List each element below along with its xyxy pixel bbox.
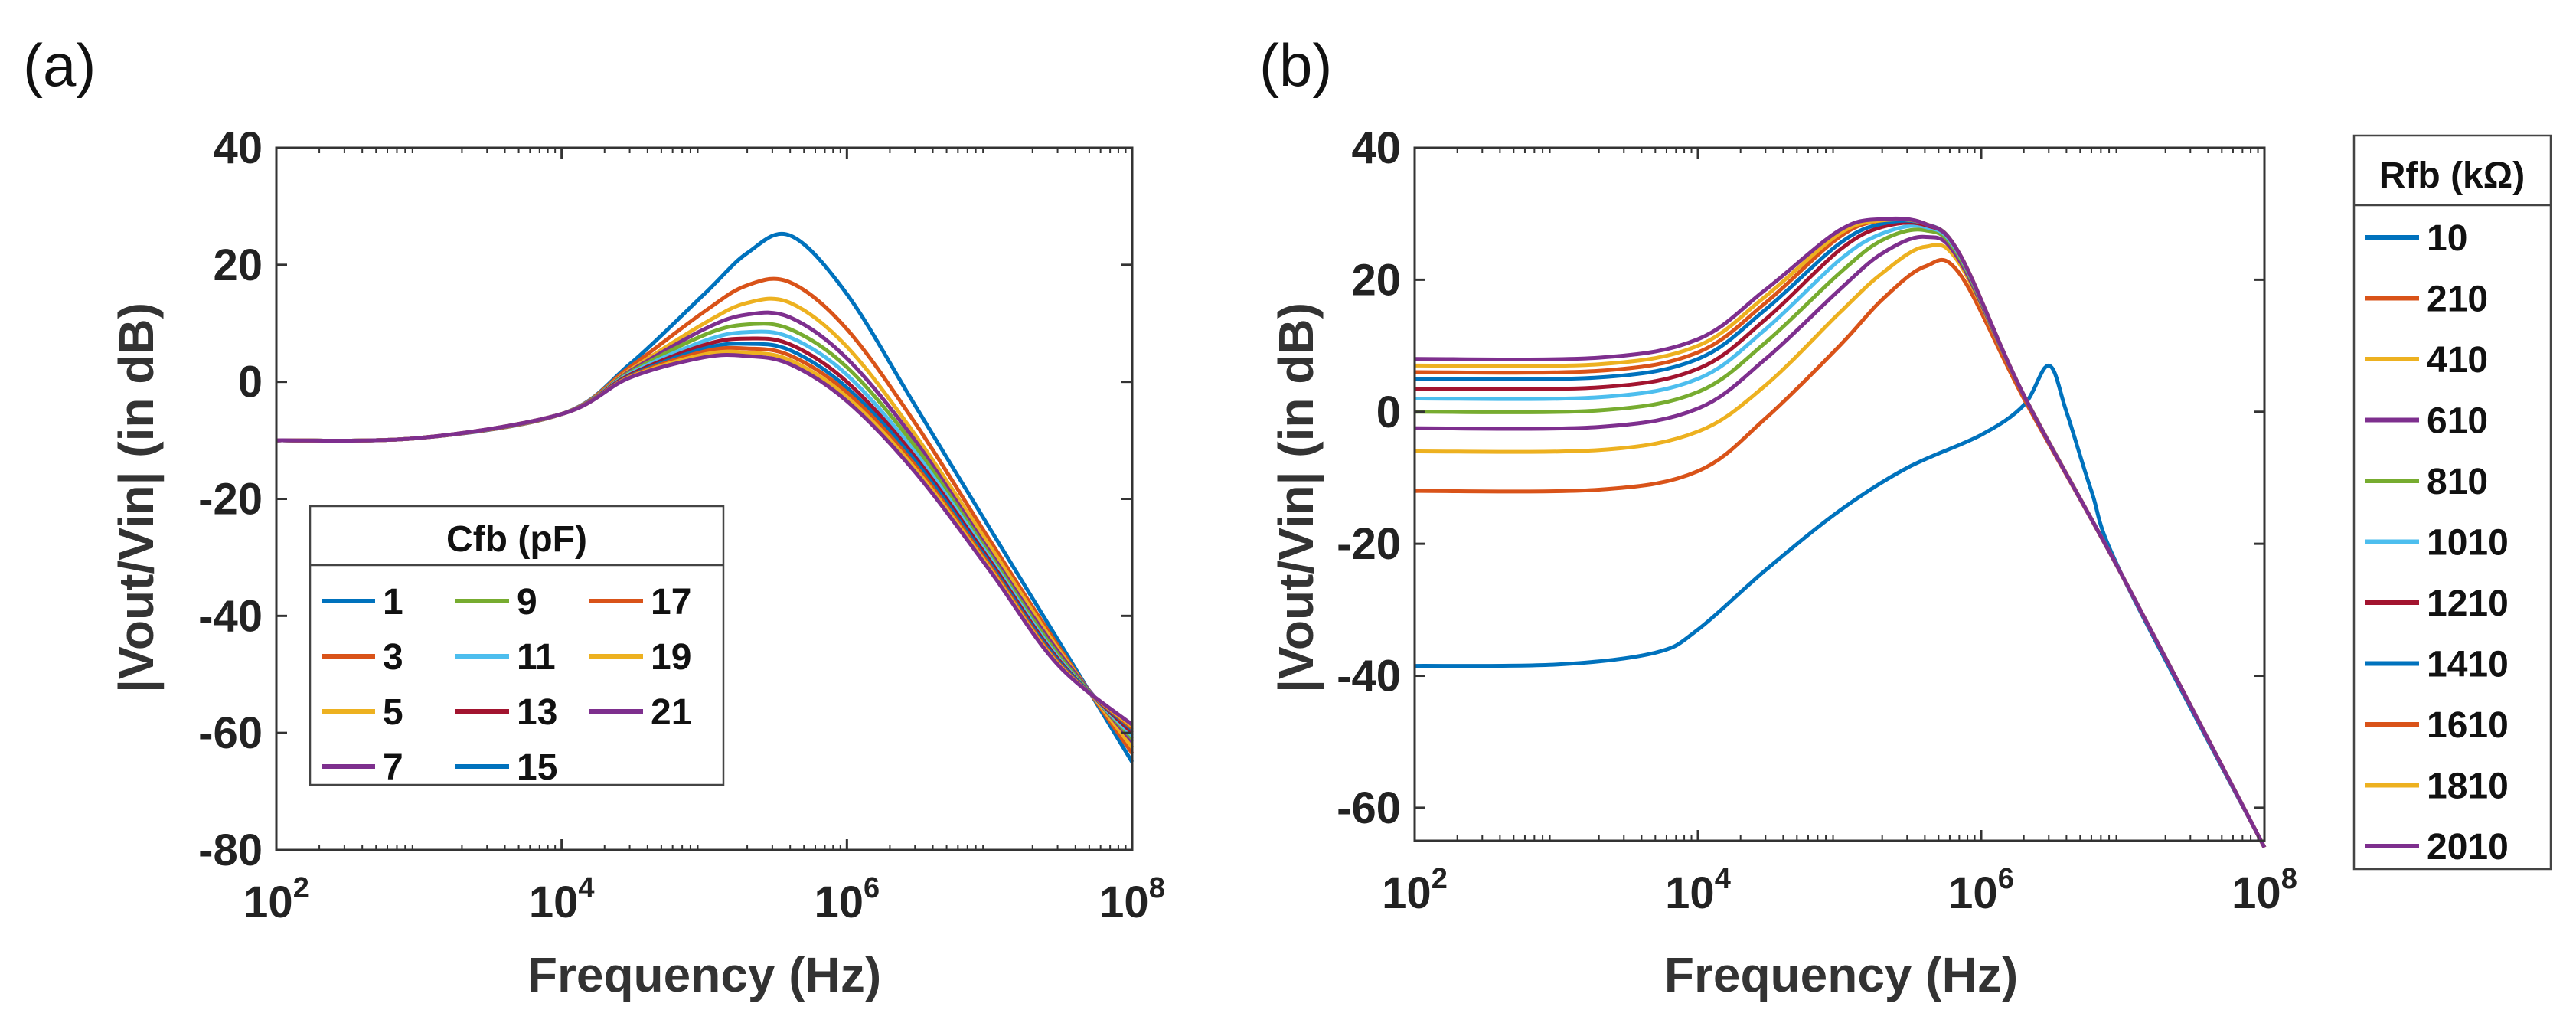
xtick-base: 10 xyxy=(243,878,293,927)
panel-a-xlabel: Frequency (Hz) xyxy=(527,947,881,1002)
panel-b-legend: Rfb (kΩ) 1021041061081010101210141016101… xyxy=(2352,134,2552,871)
xtick-exponent: 4 xyxy=(1715,863,1731,895)
panel-b-ytick-label: -60 xyxy=(1337,783,1401,833)
panel-a-legend-label-7: 7 xyxy=(383,747,403,788)
xtick-exponent: 8 xyxy=(1149,872,1165,904)
panel-b-legend-title: Rfb (kΩ) xyxy=(2379,155,2525,196)
panel-a-legend-label-19: 19 xyxy=(651,637,691,678)
xtick-base: 10 xyxy=(2232,868,2281,918)
panel-b-ylabel: |Vout/Vin| (in dB) xyxy=(1268,302,1324,693)
panel-a-ylabel: |Vout/Vin| (in dB) xyxy=(109,302,165,693)
panel-a-legend-label-1: 1 xyxy=(383,582,403,623)
panel-b-plot-area xyxy=(1415,148,2264,841)
xtick-base: 10 xyxy=(529,878,579,927)
panel-b-xlabel: Frequency (Hz) xyxy=(1664,947,2018,1002)
xtick-base: 10 xyxy=(1948,868,1998,918)
xtick-base: 10 xyxy=(1099,878,1149,927)
panel-b-legend-label-2010: 2010 xyxy=(2427,827,2509,868)
panel-a-ytick-labels: 40 20 0 -20 -40 -60 -80 xyxy=(198,123,263,875)
panel-b-xtick-label: 104 xyxy=(1665,863,1731,918)
xtick-exponent: 6 xyxy=(864,872,880,904)
panel-b-legend-entries: 10 210 410 610 810 1010 1210 1410 1610 1810 2010 xyxy=(2365,218,2509,868)
xtick-exponent: 4 xyxy=(578,872,594,904)
panel-b-label: (b) xyxy=(1259,31,1332,99)
panel-b-series-2010 xyxy=(1414,216,2267,848)
panel-a-series-21 xyxy=(276,352,1134,727)
panel-a-ytick-label: 40 xyxy=(213,123,263,173)
panel-b-series-10 xyxy=(1414,363,2267,848)
panel-b-legend-label-610: 610 xyxy=(2427,401,2488,442)
panel-a-legend-label-5: 5 xyxy=(383,692,403,733)
panel-a-legend-box xyxy=(309,505,725,786)
panel-b-xtick-labels: 102 104 106 108 xyxy=(1382,863,2297,918)
panel-b-ytick-label: 0 xyxy=(1376,387,1401,437)
panel-b-ytick-labels: 40 20 0 -20 -40 -60 xyxy=(1337,123,1401,833)
panel-a-ytick-label: -20 xyxy=(198,475,263,525)
panel-b-ytick-label: -40 xyxy=(1337,652,1401,701)
xtick-base: 10 xyxy=(1382,868,1432,918)
panel-a-xtick-labels: 102 104 106 108 xyxy=(243,872,1165,927)
panel-b-legend-label-1210: 1210 xyxy=(2427,583,2509,624)
xtick-base: 10 xyxy=(815,878,864,927)
xtick-exponent: 8 xyxy=(2281,863,2297,895)
panel-a-legend-label-21: 21 xyxy=(651,692,691,733)
panel-a-series xyxy=(276,231,1135,763)
panel-b-legend-label-1410: 1410 xyxy=(2427,645,2509,685)
panel-b-legend-label-410: 410 xyxy=(2427,340,2488,381)
panel-a-label: (a) xyxy=(23,31,96,99)
xtick-exponent: 2 xyxy=(1432,863,1448,895)
panel-a-legend-title: Cfb (pF) xyxy=(446,519,587,560)
panel-b-legend-label-810: 810 xyxy=(2427,462,2488,502)
panel-a-ytick-label: 20 xyxy=(213,240,263,290)
panel-a-ytick-label: -40 xyxy=(198,591,263,641)
panel-a-ytick-label: 0 xyxy=(238,358,263,407)
panel-a-legend-label-9: 9 xyxy=(517,582,537,623)
panel-b-legend-label-10: 10 xyxy=(2427,218,2467,259)
panel-a-xtick-label: 108 xyxy=(1099,872,1165,927)
panel-b-xtick-label: 102 xyxy=(1382,863,1448,918)
panel-b-ytick-label: -20 xyxy=(1337,519,1401,569)
panel-b-legend-box xyxy=(2352,134,2552,871)
panel-a-legend-label-3: 3 xyxy=(383,637,403,678)
panel-b-legend-label-1010: 1010 xyxy=(2427,523,2509,564)
panel-a-ytick-label: -60 xyxy=(198,708,263,758)
panel-b-ytick-label: 20 xyxy=(1351,255,1401,305)
panel-b-series xyxy=(1414,216,2267,848)
panel-b-tick-marks xyxy=(1413,146,2266,841)
panel-a-ytick-label: -80 xyxy=(198,825,263,875)
panel-b-axes-box xyxy=(1413,146,2266,842)
panel-b-xtick-label: 108 xyxy=(2232,863,2297,918)
panel-a-xtick-label: 106 xyxy=(815,872,880,927)
panel-b-ytick-label: 40 xyxy=(1351,123,1401,173)
panel-b-legend-label-210: 210 xyxy=(2427,279,2488,320)
panel-a-xtick-label: 102 xyxy=(243,872,309,927)
panel-a-legend-label-13: 13 xyxy=(517,692,557,733)
panel-a-legend-label-15: 15 xyxy=(517,747,557,788)
panel-a-xtick-label: 104 xyxy=(529,872,595,927)
panel-a-tick-marks xyxy=(275,146,1134,851)
xtick-exponent: 2 xyxy=(293,872,309,904)
panel-a-legend-label-17: 17 xyxy=(651,582,691,623)
xtick-exponent: 6 xyxy=(1998,863,2014,895)
panel-a-legend-label-11: 11 xyxy=(517,637,556,678)
panel-b-legend-label-1810: 1810 xyxy=(2427,766,2509,807)
panel-b-legend-label-1610: 1610 xyxy=(2427,705,2509,746)
xtick-base: 10 xyxy=(1665,868,1715,918)
panel-b-xtick-label: 106 xyxy=(1948,863,2014,918)
